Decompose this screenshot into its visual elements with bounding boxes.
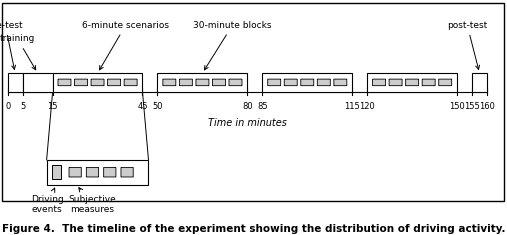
- FancyBboxPatch shape: [284, 79, 297, 86]
- Text: 50: 50: [152, 102, 163, 111]
- Text: 150: 150: [449, 102, 465, 111]
- Bar: [52, 165, 61, 179]
- FancyBboxPatch shape: [124, 79, 137, 86]
- FancyBboxPatch shape: [334, 79, 347, 86]
- FancyBboxPatch shape: [373, 79, 385, 86]
- Bar: [158, 73, 247, 92]
- Bar: [23, 73, 53, 92]
- Text: 160: 160: [479, 102, 495, 111]
- FancyBboxPatch shape: [75, 79, 88, 86]
- Text: Subjective
measures: Subjective measures: [68, 188, 116, 214]
- FancyBboxPatch shape: [163, 79, 176, 86]
- Text: post-test: post-test: [447, 21, 487, 69]
- FancyBboxPatch shape: [196, 79, 209, 86]
- Text: 0: 0: [5, 102, 10, 111]
- Text: 85: 85: [257, 102, 268, 111]
- FancyBboxPatch shape: [58, 79, 71, 86]
- FancyBboxPatch shape: [121, 168, 133, 177]
- FancyBboxPatch shape: [179, 79, 192, 86]
- Text: training: training: [0, 34, 35, 70]
- Text: 120: 120: [359, 102, 375, 111]
- FancyBboxPatch shape: [229, 79, 242, 86]
- FancyBboxPatch shape: [389, 79, 402, 86]
- FancyBboxPatch shape: [317, 79, 330, 86]
- Text: pre-test: pre-test: [0, 21, 23, 69]
- FancyBboxPatch shape: [86, 168, 98, 177]
- Text: Figure 4.  The timeline of the experiment showing the distribution of driving ac: Figure 4. The timeline of the experiment…: [2, 224, 505, 234]
- FancyBboxPatch shape: [69, 168, 81, 177]
- Bar: [8, 73, 23, 92]
- FancyBboxPatch shape: [301, 79, 314, 86]
- Text: 45: 45: [137, 102, 148, 111]
- Text: 5: 5: [20, 102, 25, 111]
- FancyBboxPatch shape: [406, 79, 419, 86]
- FancyBboxPatch shape: [107, 79, 121, 86]
- Bar: [367, 73, 457, 92]
- Bar: [47, 160, 149, 185]
- FancyBboxPatch shape: [439, 79, 452, 86]
- FancyBboxPatch shape: [422, 79, 435, 86]
- Text: Time in minutes: Time in minutes: [208, 118, 287, 128]
- Text: 115: 115: [344, 102, 360, 111]
- FancyBboxPatch shape: [268, 79, 281, 86]
- Text: 80: 80: [242, 102, 252, 111]
- FancyBboxPatch shape: [103, 168, 116, 177]
- Text: 155: 155: [464, 102, 480, 111]
- Bar: [472, 73, 487, 92]
- FancyBboxPatch shape: [91, 79, 104, 86]
- Text: 30-minute blocks: 30-minute blocks: [193, 21, 272, 70]
- Text: Driving
events: Driving events: [31, 188, 63, 214]
- Text: 6-minute scenarios: 6-minute scenarios: [82, 21, 169, 70]
- Bar: [262, 73, 352, 92]
- Bar: [53, 73, 142, 92]
- FancyBboxPatch shape: [212, 79, 226, 86]
- Text: 15: 15: [47, 102, 58, 111]
